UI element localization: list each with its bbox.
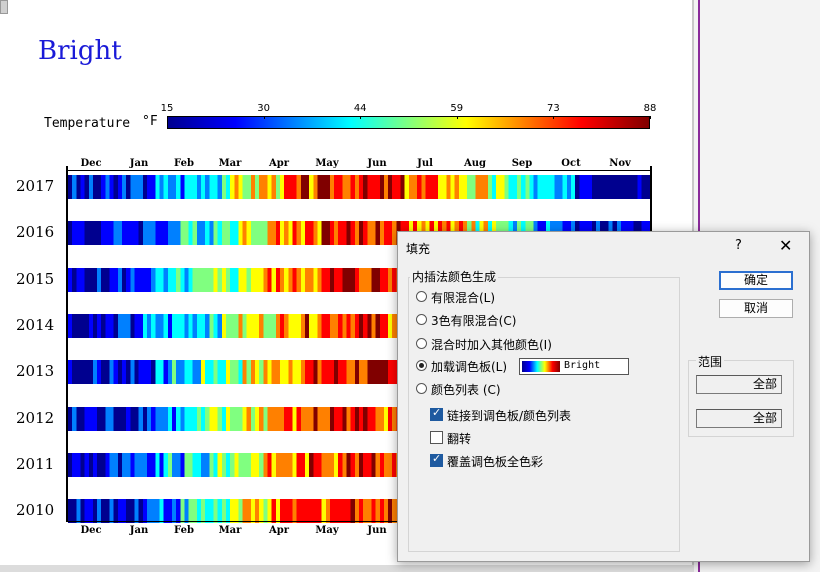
year-label: 2016 <box>16 223 55 242</box>
option-load-palette[interactable]: 加载调色板(L) <box>431 360 508 374</box>
radio-three-color-mix[interactable] <box>416 314 427 325</box>
month-label-bottom: Jan <box>129 525 149 536</box>
colorbar-tick <box>263 116 265 119</box>
checkbox-override-palette[interactable] <box>430 452 443 467</box>
year-label: 2011 <box>16 454 55 473</box>
month-label-top: Aug <box>463 158 487 169</box>
radio-add-other-colors[interactable] <box>416 338 427 349</box>
colorbar-tick-label: 88 <box>643 103 657 114</box>
month-label-bottom: Jun <box>367 525 387 536</box>
colorbar-tick <box>360 116 362 119</box>
x-axis-bottom <box>68 521 652 522</box>
colorbar-tick-label: 15 <box>160 103 174 114</box>
y-axis <box>66 166 68 522</box>
cancel-button[interactable]: 取消 <box>719 299 793 318</box>
radio-limited-mix[interactable] <box>416 291 427 302</box>
year-label: 2013 <box>16 362 55 381</box>
option-limited-mix[interactable]: 有限混合(L) <box>431 291 496 305</box>
group-label: 内插法颜色生成 <box>410 268 499 285</box>
label-link-palette[interactable]: 链接到调色板/颜色列表 <box>447 409 572 423</box>
help-button[interactable]: ? <box>735 238 742 253</box>
colorbar-tick <box>167 116 168 119</box>
month-label-top: Jan <box>129 158 149 169</box>
label-override-palette[interactable]: 覆盖调色板全色彩 <box>447 455 544 469</box>
month-label-top: Sep <box>511 158 533 169</box>
label-reverse[interactable]: 翻转 <box>447 432 472 446</box>
palette-selector[interactable]: Bright <box>519 358 629 375</box>
dialog-title: 填充 <box>406 242 431 256</box>
month-label-bottom: May <box>315 525 339 536</box>
year-label: 2014 <box>16 315 55 334</box>
legend-unit: °F <box>142 114 158 129</box>
palette-name: Bright <box>564 360 601 371</box>
range-to-field[interactable]: 全部 <box>696 409 782 428</box>
radio-load-palette[interactable] <box>416 360 427 371</box>
heatmap-strip <box>68 175 650 199</box>
range-group <box>688 360 794 437</box>
checkbox-reverse[interactable] <box>430 431 443 444</box>
colorbar-tick <box>456 116 458 119</box>
month-label-top: Nov <box>609 158 631 169</box>
horizontal-scrollbar[interactable] <box>0 565 694 572</box>
palette-preview <box>522 361 560 372</box>
fill-dialog: 填充 ? ✕ 内插法颜色生成 有限混合(L) 3色有限混合(C) 混合时加入其他… <box>397 231 810 562</box>
month-label-top: Feb <box>174 158 194 169</box>
month-label-bottom: Dec <box>80 525 102 536</box>
month-label-top: Jun <box>367 158 387 169</box>
checkbox-link-palette[interactable] <box>430 406 443 421</box>
option-color-list[interactable]: 颜色列表 (C) <box>431 383 501 397</box>
colorbar-tick-label: 73 <box>547 103 560 114</box>
colorbar-tick-label: 44 <box>353 103 367 114</box>
interpolation-group <box>408 277 680 552</box>
month-label-bottom: Mar <box>218 525 242 536</box>
range-from-field[interactable]: 全部 <box>696 375 782 394</box>
colorbar-tick <box>553 116 555 119</box>
colorbar-tick-label: 59 <box>450 103 464 114</box>
colorbar-tick <box>650 116 651 119</box>
month-label-top: Mar <box>218 158 242 169</box>
month-label-bottom: Apr <box>268 525 290 536</box>
ok-button[interactable]: 确定 <box>719 271 793 290</box>
colorbar-tick-label: 30 <box>257 103 270 114</box>
month-label-top: Jul <box>417 158 433 169</box>
x-axis-top <box>68 170 652 171</box>
range-label: 范围 <box>696 353 725 370</box>
option-three-color-mix[interactable]: 3色有限混合(C) <box>431 314 517 328</box>
month-label-bottom: Feb <box>174 525 194 536</box>
radio-color-list[interactable] <box>416 383 427 394</box>
month-label-top: Dec <box>80 158 102 169</box>
year-label: 2015 <box>16 269 55 288</box>
month-label-top: Apr <box>268 158 290 169</box>
month-label-top: May <box>315 158 339 169</box>
colorbar <box>167 116 650 129</box>
option-add-other-colors[interactable]: 混合时加入其他颜色(I) <box>431 338 552 352</box>
legend-label: Temperature <box>44 116 131 131</box>
month-label-top: Oct <box>561 158 581 169</box>
year-label: 2012 <box>16 408 55 427</box>
window-corner <box>0 0 8 14</box>
year-label: 2010 <box>16 501 55 520</box>
close-icon[interactable]: ✕ <box>779 236 793 255</box>
year-label: 2017 <box>16 177 55 195</box>
chart-title: Bright <box>38 36 122 66</box>
